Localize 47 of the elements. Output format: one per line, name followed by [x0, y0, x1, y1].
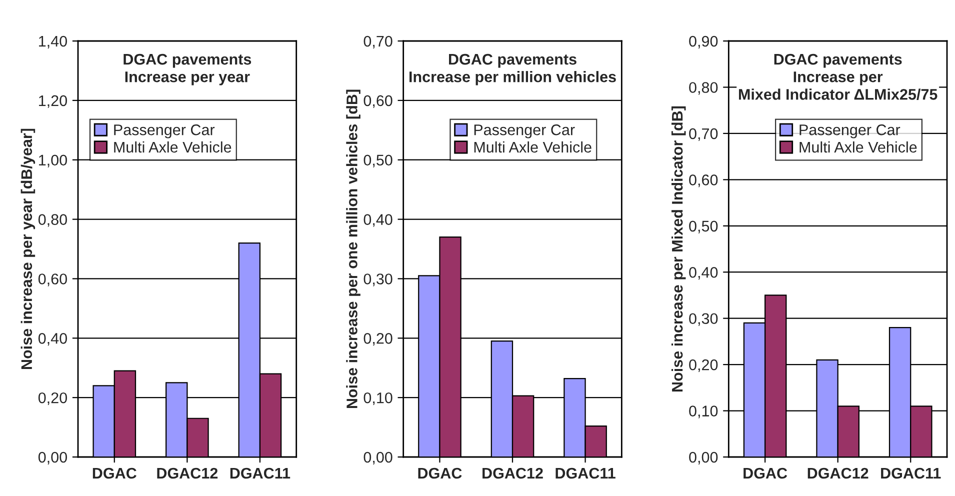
x-tick-label: DGAC12 [482, 468, 543, 479]
y-tick-label: 0,60 [38, 274, 67, 286]
y-tick-label: 0,60 [364, 95, 392, 108]
y-tick-label: 0,20 [38, 392, 67, 406]
y-tick-label: 0,40 [689, 266, 718, 280]
text: DGAC pavements Increase per Mixed Indicator ΔLMix25/75 [738, 54, 938, 100]
x-tick-label: DGAC [418, 468, 462, 479]
y-tick-label: 1,40 [39, 36, 67, 48]
y-tick-label: 0,70 [364, 36, 392, 48]
y-tick-label: 0,50 [689, 220, 718, 234]
y-tick-label: 0,40 [364, 214, 392, 227]
y-axis-title: Noise increase per Mixed Indicator [dB] [671, 106, 686, 392]
x-tick-label: DGAC12 [808, 468, 868, 479]
y-tick-label: 0,20 [689, 359, 718, 372]
x-tick-label: DGAC [92, 468, 136, 479]
x-tick-label: DGAC11 [881, 468, 941, 479]
y-tick-label: 0,90 [689, 36, 718, 48]
y-axis-title: Noise increase per year [dB/year] [20, 128, 36, 369]
x-tick-label: DGAC11 [556, 468, 616, 479]
legend-label: Passenger Car [114, 124, 215, 138]
y-tick-label: 0,10 [364, 392, 392, 406]
y-tick-label: 1,20 [39, 95, 67, 108]
y-tick-label: 0,00 [689, 452, 718, 464]
y-tick-label: 0,40 [38, 333, 67, 346]
x-tick-label: DGAC [744, 468, 788, 479]
text: DGAC pavements Increase per year [124, 54, 252, 86]
y-tick-label: 0,80 [689, 82, 718, 95]
y-tick-label: 0,00 [364, 452, 392, 464]
legend-label: Passenger Car [800, 124, 900, 138]
y-axis-title: Noise increase per one million vehicles [dB] [346, 90, 360, 408]
y-tick-label: 0,10 [689, 406, 718, 418]
y-tick-label: 0,60 [689, 174, 718, 188]
y-tick-label: 0,80 [38, 214, 67, 227]
text: DGAC pavements Increase per million vehicles [410, 54, 616, 86]
x-tick-label: DGAC12 [157, 468, 218, 479]
y-tick-label: 0,70 [689, 128, 718, 141]
legend-label: Passenger Car [474, 124, 575, 138]
legend-label: Multi Axle Vehicle [114, 141, 232, 153]
y-tick-label: 1,00 [39, 154, 67, 168]
y-tick-label: 0,30 [364, 274, 392, 286]
y-tick-label: 0,00 [38, 452, 67, 464]
y-tick-label: 0,50 [364, 154, 392, 168]
y-tick-label: 0,30 [689, 313, 718, 326]
legend-label: Multi Axle Vehicle [474, 141, 592, 153]
legend-label: Multi Axle Vehicle [800, 141, 917, 153]
y-tick-label: 0,20 [364, 333, 392, 346]
x-tick-label: DGAC11 [230, 468, 290, 479]
